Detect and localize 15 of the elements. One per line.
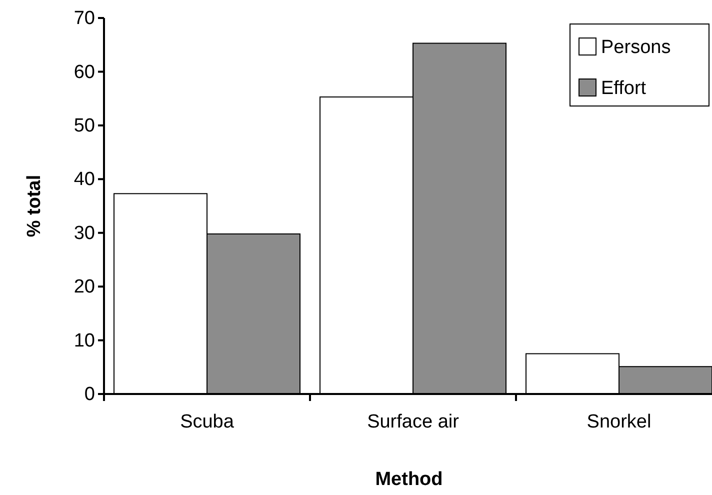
legend-label: Persons [601,37,671,58]
y-tick-label: 0 [84,384,95,406]
x-tick-label: Scuba [180,411,234,432]
x-tick-label: Snorkel [586,411,652,432]
x-tick-label: Surface air [367,411,460,432]
y-tick-label: 40 [74,169,95,190]
y-tick-label: 60 [74,62,95,83]
y-tick-label: 30 [74,222,95,244]
y-tick-label: 70 [74,8,95,30]
y-tick-label: 10 [74,330,95,352]
x-axis-title: Method [375,469,443,490]
y-axis-title: % total [24,174,45,238]
y-tick-label: 50 [74,116,95,137]
legend-label: Effort [601,78,647,99]
y-tick-label: 20 [74,276,95,298]
